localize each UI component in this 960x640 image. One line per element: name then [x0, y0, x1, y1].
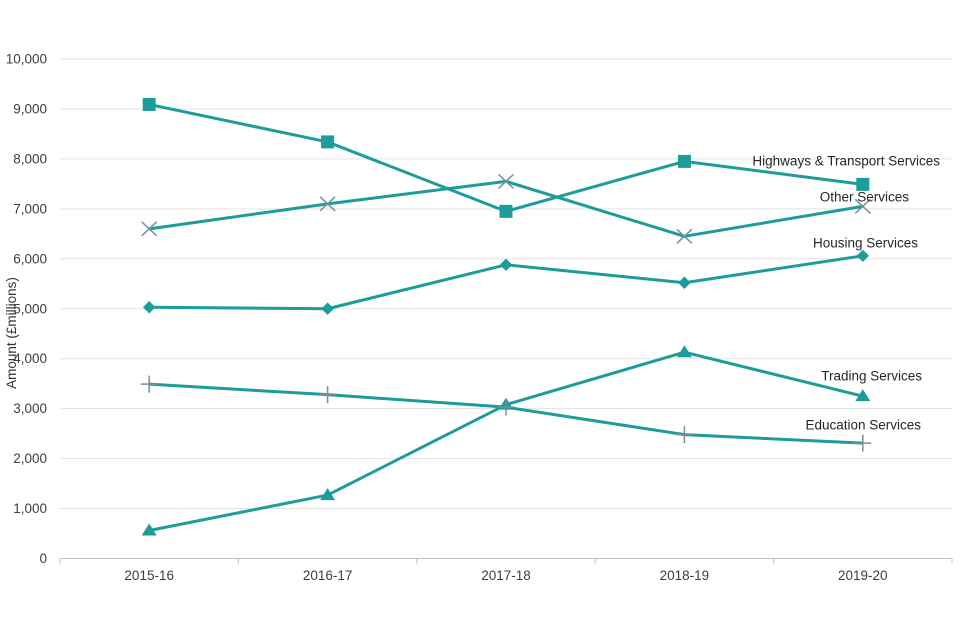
y-tick-label: 3,000 — [13, 401, 47, 416]
marker-x-icon — [854, 198, 871, 214]
y-tick-label: 4,000 — [13, 351, 47, 366]
y-tick-label: 9,000 — [13, 101, 47, 116]
marker-plus-icon — [140, 375, 158, 393]
y-axis-title: Amount (£millions) — [4, 277, 19, 389]
marker-plus-icon — [319, 386, 337, 404]
x-tick-label: 2017-18 — [481, 568, 531, 583]
x-tick-label: 2015-16 — [124, 568, 174, 583]
series-name-label: Other Services — [820, 190, 910, 205]
marker-diamond-icon — [499, 258, 513, 272]
marker-x-icon — [319, 196, 336, 212]
marker-diamond-icon — [856, 249, 870, 263]
y-tick-label: 6,000 — [13, 251, 47, 266]
series-name-label: Highways & Transport Services — [752, 154, 940, 169]
y-tick-label: 10,000 — [6, 52, 47, 67]
marker-diamond-icon — [678, 276, 691, 289]
marker-x-icon — [676, 228, 693, 244]
marker-triangle-icon — [676, 345, 692, 358]
y-tick-label: 5,000 — [13, 301, 47, 316]
series-name-label: Housing Services — [813, 236, 918, 251]
x-tick-label: 2018-19 — [660, 568, 710, 583]
marker-diamond-icon — [142, 301, 156, 314]
marker-triangle-icon — [141, 523, 157, 536]
marker-triangle-icon — [320, 488, 336, 501]
marker-plus-icon — [854, 434, 872, 452]
series-name-label: Education Services — [805, 418, 921, 433]
y-tick-label: 0 — [39, 551, 47, 566]
marker-square-icon — [677, 154, 691, 168]
marker-square-icon — [321, 135, 335, 149]
marker-plus-icon — [497, 398, 515, 416]
marker-diamond-icon — [321, 302, 334, 315]
y-tick-label: 7,000 — [13, 201, 47, 216]
marker-square-icon — [856, 177, 870, 191]
x-tick-label: 2019-20 — [838, 568, 888, 583]
marker-square-icon — [499, 204, 513, 218]
series-line-3 — [148, 350, 864, 532]
y-tick-label: 8,000 — [13, 151, 47, 166]
marker-square-icon — [142, 97, 156, 111]
y-tick-label: 2,000 — [13, 451, 47, 466]
x-tick-label: 2016-17 — [303, 568, 353, 583]
series-name-label: Trading Services — [821, 369, 922, 384]
marker-x-icon — [497, 173, 515, 189]
marker-triangle-icon — [855, 389, 871, 402]
marker-x-icon — [141, 221, 158, 237]
y-tick-label: 1,000 — [13, 501, 47, 516]
marker-plus-icon — [675, 426, 693, 444]
